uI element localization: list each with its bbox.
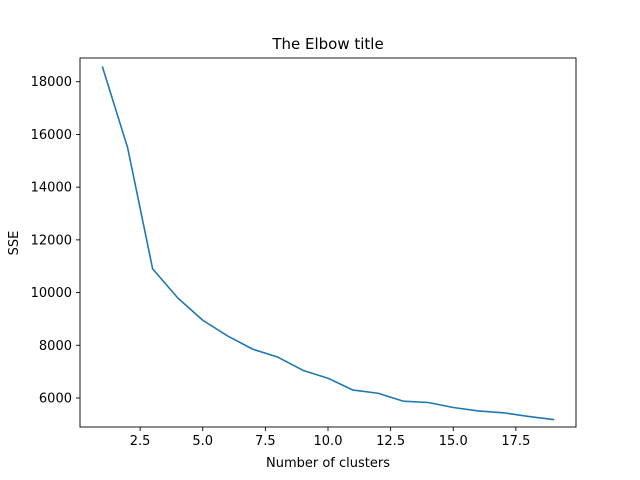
x-tick-label: 2.5 xyxy=(130,434,151,449)
x-tick-label: 12.5 xyxy=(376,434,405,449)
y-tick-label: 18000 xyxy=(31,75,72,90)
x-tick-label: 17.5 xyxy=(501,434,530,449)
x-tick-label: 15.0 xyxy=(439,434,468,449)
x-axis-label: Number of clusters xyxy=(266,456,390,471)
y-tick-label: 12000 xyxy=(31,233,72,248)
y-tick-label: 6000 xyxy=(39,392,72,407)
y-tick-label: 16000 xyxy=(31,128,72,143)
y-tick-label: 14000 xyxy=(31,181,72,196)
y-tick-label: 8000 xyxy=(39,339,72,354)
x-tick-label: 5.0 xyxy=(192,434,213,449)
y-tick-label: 10000 xyxy=(31,286,72,301)
chart-title: The Elbow title xyxy=(271,35,383,53)
series-line-0 xyxy=(101,66,555,421)
x-tick-label: 7.5 xyxy=(255,434,276,449)
y-axis-label: SSE xyxy=(7,231,22,256)
x-tick-label: 10.0 xyxy=(314,434,343,449)
plot-area: 2.5 5.0 7.5 10.0 12.5 15.0 17.5 6000 8000 10000 12… xyxy=(31,57,577,449)
